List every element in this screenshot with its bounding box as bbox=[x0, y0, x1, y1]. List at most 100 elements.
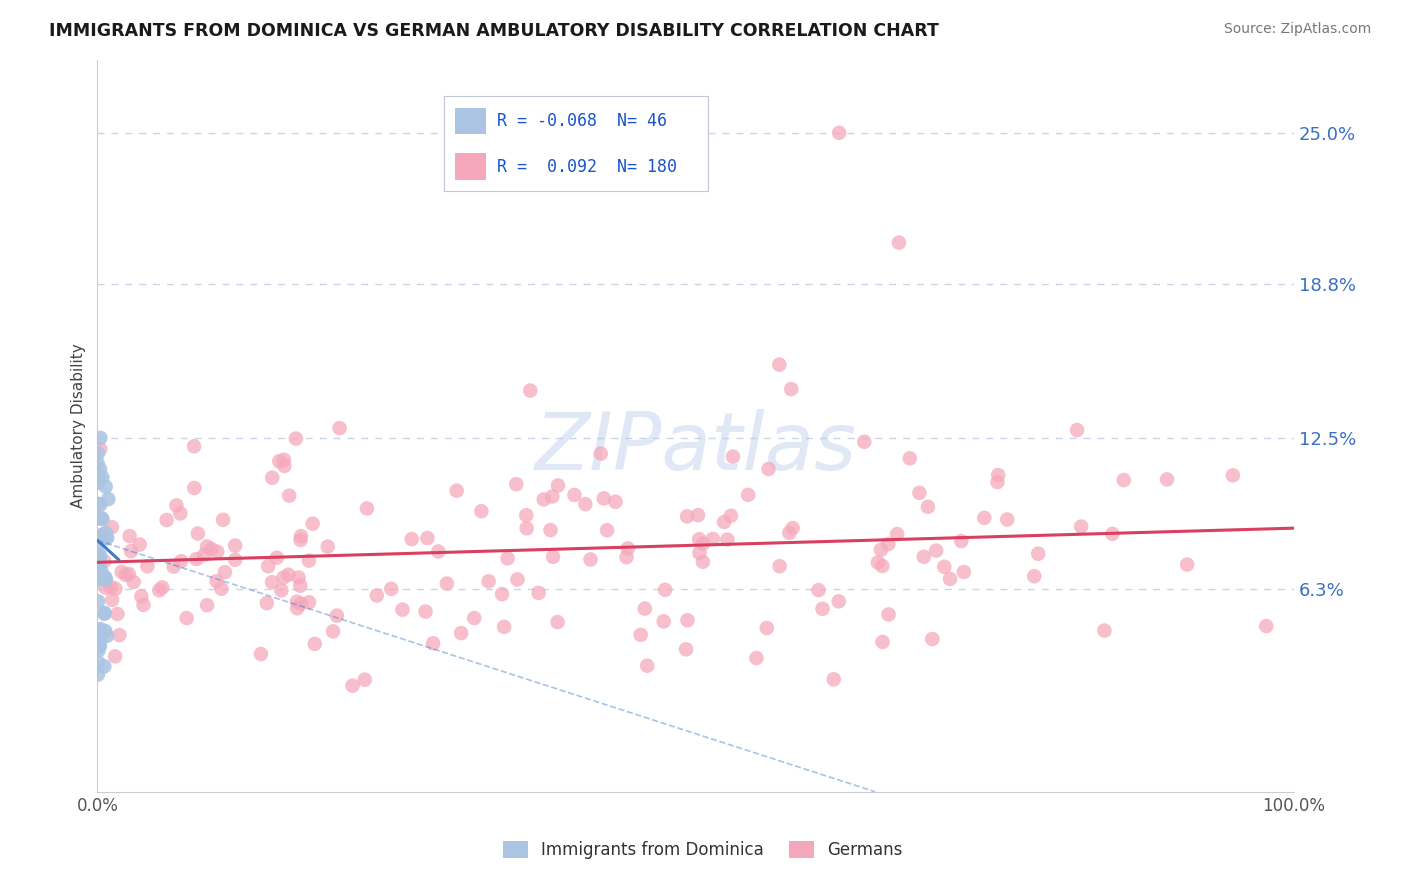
Point bbox=[87, 468, 110, 483]
Point bbox=[322, 624, 344, 639]
Point bbox=[273, 458, 295, 473]
Point bbox=[285, 595, 308, 609]
Point bbox=[720, 508, 742, 523]
Point bbox=[716, 533, 738, 547]
Point bbox=[89, 628, 111, 642]
Point bbox=[415, 605, 437, 619]
Point bbox=[921, 632, 943, 646]
Point bbox=[100, 580, 122, 594]
Point bbox=[170, 554, 193, 568]
Point bbox=[91, 470, 114, 484]
Point bbox=[269, 454, 291, 468]
Point bbox=[917, 500, 939, 514]
Point bbox=[87, 559, 110, 574]
Point bbox=[301, 516, 323, 531]
Point bbox=[326, 608, 349, 623]
Point bbox=[676, 613, 699, 627]
Point bbox=[877, 537, 900, 551]
Point bbox=[356, 501, 378, 516]
Point bbox=[205, 574, 228, 588]
Point bbox=[470, 504, 492, 518]
Point bbox=[169, 507, 191, 521]
Point bbox=[574, 497, 596, 511]
Point bbox=[934, 559, 956, 574]
Point bbox=[1256, 619, 1278, 633]
Point bbox=[316, 540, 339, 554]
Y-axis label: Ambulatory Disability: Ambulatory Disability bbox=[72, 343, 86, 508]
Point bbox=[450, 626, 472, 640]
Point bbox=[547, 615, 569, 629]
Point bbox=[342, 679, 364, 693]
Point bbox=[366, 589, 388, 603]
Point bbox=[541, 549, 564, 564]
Point bbox=[93, 659, 115, 673]
Point bbox=[758, 462, 780, 476]
Point bbox=[496, 551, 519, 566]
Point bbox=[1101, 526, 1123, 541]
Point bbox=[1024, 569, 1046, 583]
Point bbox=[973, 511, 995, 525]
Point bbox=[101, 592, 124, 607]
Point bbox=[94, 624, 117, 638]
Point bbox=[89, 549, 111, 563]
Point bbox=[277, 567, 299, 582]
Point bbox=[1066, 423, 1088, 437]
Point bbox=[118, 529, 141, 543]
Point bbox=[688, 546, 710, 560]
Point bbox=[176, 611, 198, 625]
Point bbox=[592, 491, 614, 506]
Point bbox=[1094, 624, 1116, 638]
Point bbox=[463, 611, 485, 625]
Point bbox=[165, 499, 187, 513]
Point bbox=[89, 558, 111, 572]
Point bbox=[89, 633, 111, 648]
Point bbox=[1026, 547, 1049, 561]
Text: Source: ZipAtlas.com: Source: ZipAtlas.com bbox=[1223, 22, 1371, 37]
Point bbox=[939, 572, 962, 586]
Point bbox=[285, 601, 308, 615]
Point bbox=[494, 620, 516, 634]
Point bbox=[87, 572, 110, 586]
Point bbox=[89, 498, 111, 512]
Point bbox=[652, 615, 675, 629]
Point bbox=[94, 572, 117, 586]
Point bbox=[987, 468, 1010, 483]
Point bbox=[823, 673, 845, 687]
Point bbox=[94, 581, 117, 595]
Point bbox=[692, 555, 714, 569]
Point bbox=[89, 553, 111, 567]
Point bbox=[516, 521, 538, 535]
Point bbox=[132, 598, 155, 612]
Point bbox=[128, 538, 150, 552]
Point bbox=[1175, 558, 1198, 572]
Point bbox=[446, 483, 468, 498]
Point bbox=[90, 624, 112, 638]
Point bbox=[101, 520, 124, 534]
Point bbox=[515, 508, 537, 523]
Point bbox=[298, 553, 321, 567]
Point bbox=[250, 647, 273, 661]
Point bbox=[675, 642, 697, 657]
Point bbox=[995, 512, 1018, 526]
Point bbox=[654, 582, 676, 597]
Point bbox=[278, 489, 301, 503]
Point bbox=[90, 511, 112, 525]
Point bbox=[122, 574, 145, 589]
Point bbox=[853, 434, 876, 449]
Point bbox=[298, 595, 321, 609]
Point bbox=[224, 539, 246, 553]
Point bbox=[94, 480, 117, 494]
Point bbox=[768, 559, 790, 574]
Point bbox=[877, 607, 900, 622]
Point bbox=[256, 596, 278, 610]
Point bbox=[156, 513, 179, 527]
Point bbox=[87, 667, 110, 681]
Point bbox=[686, 508, 709, 522]
Point bbox=[828, 594, 851, 608]
Point bbox=[87, 446, 110, 460]
Point bbox=[90, 564, 112, 578]
Point bbox=[183, 481, 205, 495]
Point bbox=[605, 495, 627, 509]
Point bbox=[96, 531, 118, 545]
Point bbox=[1222, 468, 1244, 483]
